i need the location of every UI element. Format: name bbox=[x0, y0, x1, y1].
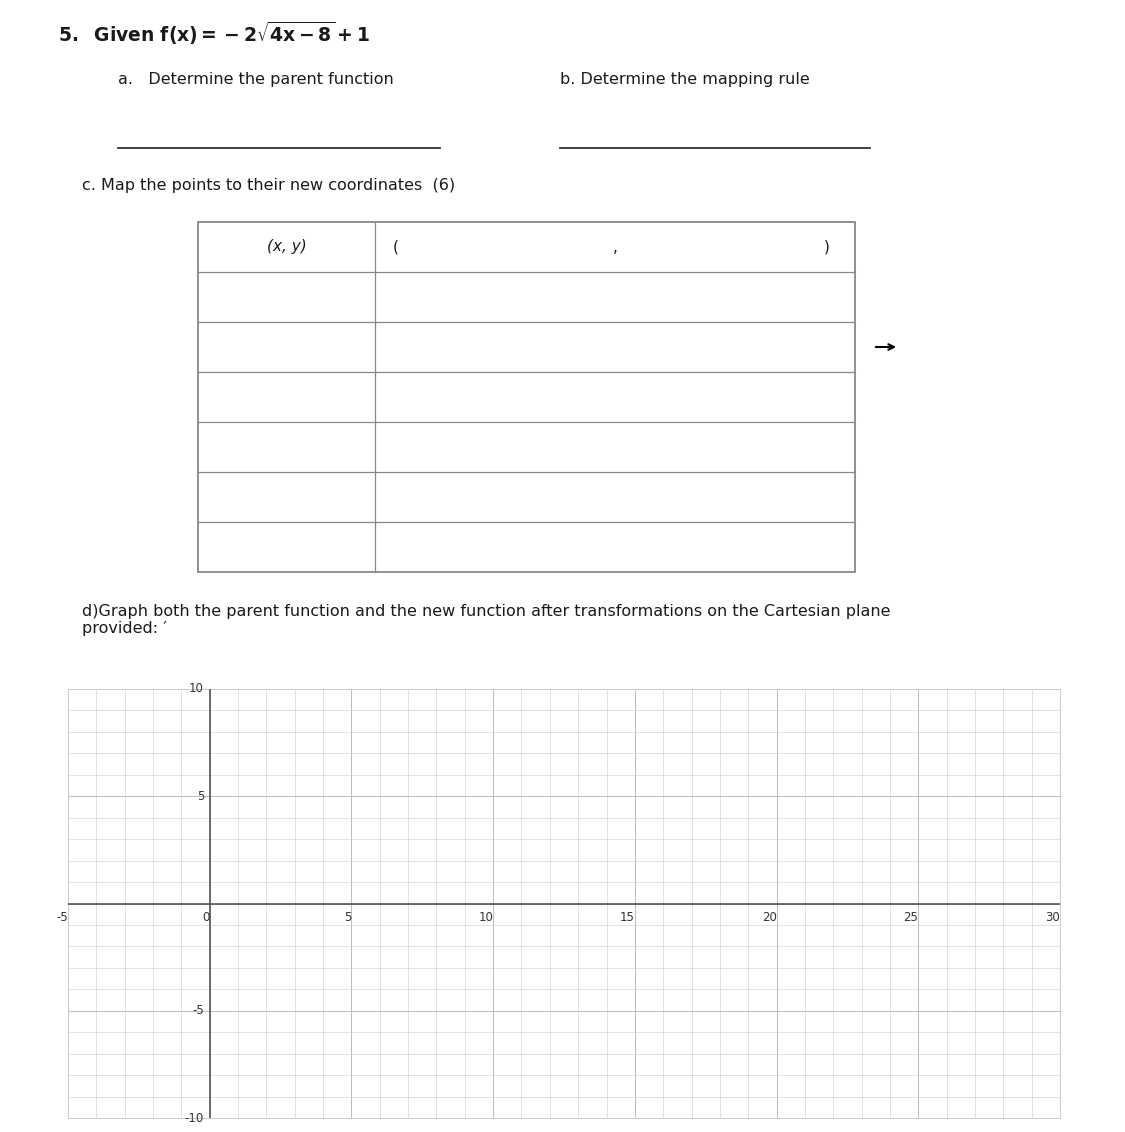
Text: a.   Determine the parent function: a. Determine the parent function bbox=[118, 72, 394, 87]
Text: $\mathbf{5.}$  $\mathbf{Given\ f(x) = -2\sqrt{4x-8}+1}$: $\mathbf{5.}$ $\mathbf{Given\ f(x) = -2\… bbox=[58, 20, 370, 48]
Text: 0: 0 bbox=[202, 911, 209, 924]
Text: -5: -5 bbox=[56, 911, 68, 924]
Text: 5: 5 bbox=[197, 790, 204, 803]
Text: -5: -5 bbox=[192, 1004, 204, 1018]
Text: 20: 20 bbox=[762, 911, 776, 924]
Text: 25: 25 bbox=[903, 911, 918, 924]
Text: c. Map the points to their new coordinates  (6): c. Map the points to their new coordinat… bbox=[82, 178, 456, 192]
Text: b. Determine the mapping rule: b. Determine the mapping rule bbox=[560, 72, 810, 87]
Text: 30: 30 bbox=[1045, 911, 1060, 924]
Text: ): ) bbox=[824, 240, 830, 255]
Text: 5: 5 bbox=[344, 911, 351, 924]
Text: -10: -10 bbox=[184, 1112, 204, 1124]
Bar bbox=[198, 222, 855, 572]
Text: 10: 10 bbox=[189, 683, 204, 695]
Text: (x, y): (x, y) bbox=[267, 240, 306, 255]
Text: (: ( bbox=[393, 240, 399, 255]
Text: d)Graph both the parent function and the new function after transformations on t: d)Graph both the parent function and the… bbox=[82, 604, 891, 636]
Text: ,: , bbox=[612, 240, 618, 255]
Text: 15: 15 bbox=[620, 911, 634, 924]
Text: 10: 10 bbox=[478, 911, 493, 924]
